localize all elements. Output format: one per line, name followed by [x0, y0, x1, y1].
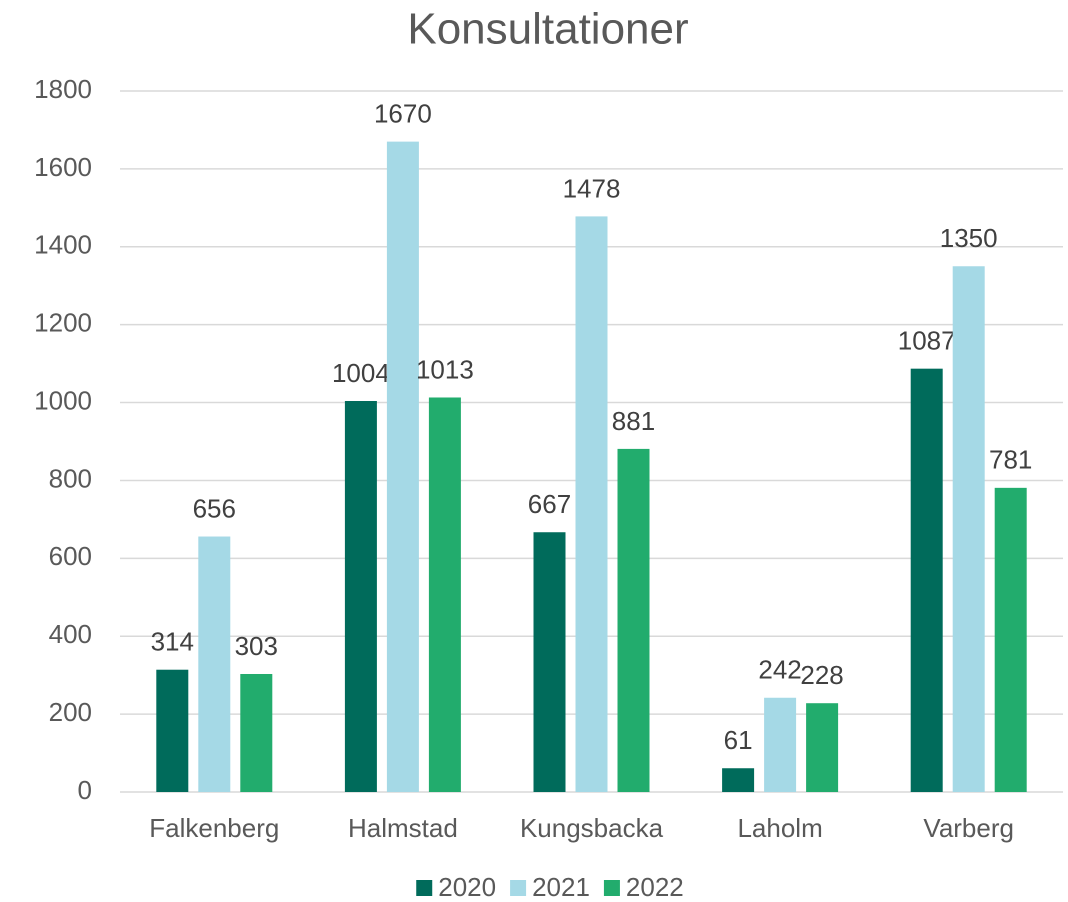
y-tick-label: 1200: [34, 308, 92, 338]
y-tick-label: 1800: [34, 74, 92, 104]
y-tick-label: 1400: [34, 230, 92, 260]
bar: [764, 697, 797, 792]
bar: [240, 673, 273, 792]
y-tick-label: 1600: [34, 152, 92, 182]
data-label: 1087: [898, 326, 956, 356]
y-tick-label: 200: [49, 697, 92, 727]
y-tick-label: 0: [78, 775, 92, 805]
legend-swatch: [510, 880, 527, 896]
bar: [428, 397, 461, 792]
y-tick-label: 800: [49, 463, 92, 493]
legend-label: 2021: [532, 872, 590, 902]
data-label: 1013: [416, 354, 474, 384]
y-tick-label: 600: [49, 541, 92, 571]
y-tick-label: 1000: [34, 385, 92, 415]
data-label: 303: [235, 631, 278, 661]
legend-swatch: [603, 880, 620, 896]
data-label: 1670: [374, 99, 432, 129]
data-label: 242: [758, 655, 801, 685]
bar: [198, 536, 231, 792]
bar: [994, 487, 1027, 792]
bar: [722, 768, 755, 792]
bar: [533, 532, 566, 792]
x-tick-label: Varberg: [923, 813, 1014, 843]
data-label: 314: [151, 627, 194, 657]
data-label: 61: [724, 725, 753, 755]
bar: [575, 216, 608, 792]
data-label: 656: [193, 493, 236, 523]
bar: [952, 266, 985, 792]
x-tick-label: Halmstad: [348, 813, 458, 843]
bar: [806, 703, 839, 792]
data-label: 881: [612, 406, 655, 436]
bar: [156, 669, 189, 792]
chart-title: Konsultationer: [407, 5, 688, 54]
data-label: 781: [989, 445, 1032, 475]
x-tick-label: Laholm: [737, 813, 822, 843]
data-label: 228: [800, 660, 843, 690]
data-label: 1478: [563, 173, 621, 203]
data-label: 667: [528, 489, 571, 519]
bar: [344, 400, 377, 792]
y-tick-label: 400: [49, 619, 92, 649]
legend-label: 2022: [626, 872, 684, 902]
data-label: 1004: [332, 358, 390, 388]
legend-swatch: [416, 880, 433, 896]
x-tick-label: Kungsbacka: [520, 813, 664, 843]
bar: [910, 368, 943, 792]
bar: [386, 141, 419, 792]
data-label: 1350: [940, 223, 998, 253]
bar: [617, 448, 650, 792]
x-tick-label: Falkenberg: [149, 813, 279, 843]
legend-label: 2020: [438, 872, 496, 902]
